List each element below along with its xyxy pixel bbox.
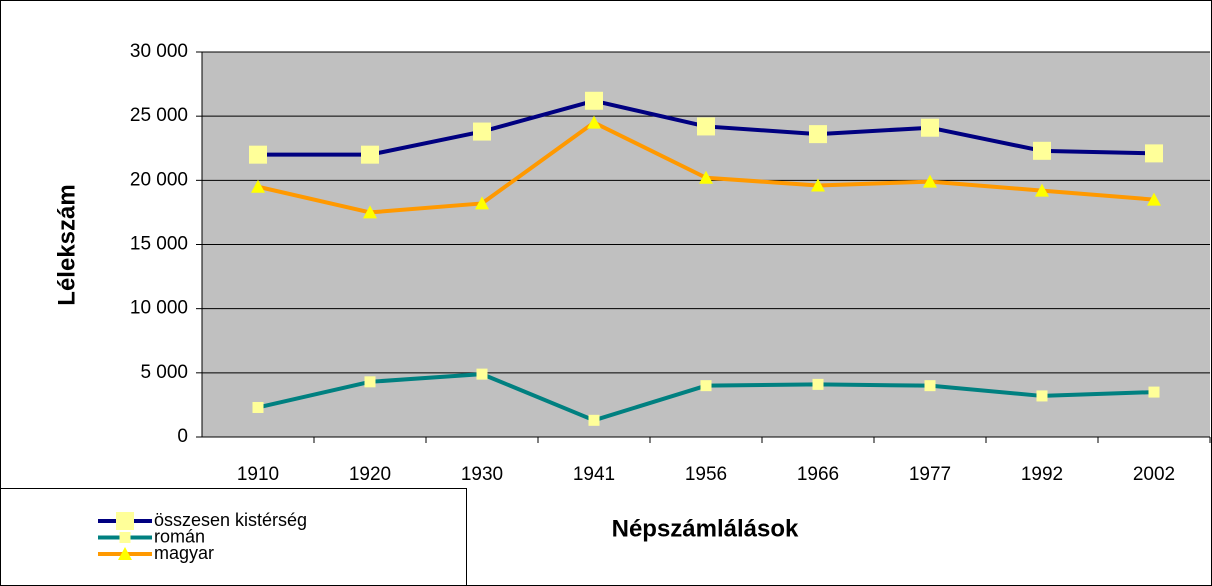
y-tick-label: 30 000 (130, 41, 188, 62)
y-axis-label: Lélekszám (53, 184, 80, 305)
data-point (252, 401, 264, 413)
data-point (364, 376, 376, 388)
data-point (585, 91, 603, 110)
y-tick-label: 5 000 (140, 362, 188, 383)
data-point (251, 179, 265, 193)
y-tick-label: 0 (177, 426, 188, 447)
y-tick-label: 15 000 (130, 234, 188, 255)
data-point (475, 196, 489, 210)
x-tick-label: 1930 (461, 464, 503, 485)
data-point (587, 115, 601, 129)
data-point (249, 145, 267, 164)
data-point (812, 378, 824, 390)
data-point (811, 178, 825, 192)
data-point (363, 205, 377, 219)
data-point (697, 117, 715, 136)
y-tick-label: 20 000 (130, 169, 188, 190)
legend-box (0, 488, 467, 586)
data-point (1036, 390, 1048, 402)
data-point (1145, 144, 1163, 163)
y-tick-label: 10 000 (130, 298, 188, 319)
legend-label: román (154, 526, 205, 546)
data-point (1035, 183, 1049, 197)
data-point (923, 174, 937, 188)
data-point (700, 380, 712, 392)
data-point (588, 414, 600, 426)
data-point (924, 380, 936, 392)
x-tick-label: 1992 (1021, 464, 1063, 485)
x-tick-label: 1920 (349, 464, 391, 485)
x-tick-label: 1966 (797, 464, 839, 485)
y-tick-label: 25 000 (130, 105, 188, 126)
x-tick-label: 1956 (685, 464, 727, 485)
data-point (361, 145, 379, 164)
data-point (476, 368, 488, 380)
legend-marker (118, 547, 132, 560)
x-tick-label: 2002 (1133, 464, 1175, 485)
data-point (921, 118, 939, 137)
legend-label: összesen kistérség (154, 510, 307, 530)
data-point (1148, 386, 1160, 398)
legend-label: magyar (154, 543, 214, 563)
x-tick-label: 1941 (573, 464, 615, 485)
x-axis-label: Népszámlálások (612, 515, 799, 542)
legend-marker (119, 532, 131, 543)
data-point (1033, 141, 1051, 160)
x-tick-label: 1910 (237, 464, 279, 485)
data-point (1147, 192, 1161, 206)
data-point (699, 170, 713, 184)
legend-marker (116, 512, 134, 530)
data-point (809, 125, 827, 144)
data-point (473, 122, 491, 141)
x-tick-label: 1977 (909, 464, 951, 485)
